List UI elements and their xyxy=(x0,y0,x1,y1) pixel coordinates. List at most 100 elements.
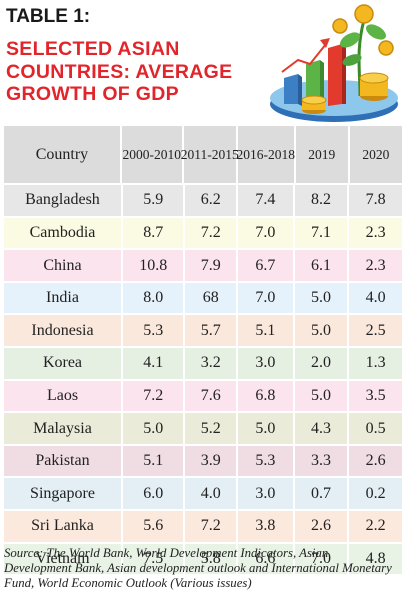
table-row: Singapore 6.0 4.0 3.0 0.7 0.2 xyxy=(4,478,402,509)
title-line: SELECTED ASIAN xyxy=(6,38,180,60)
value-cell: 6.0 xyxy=(123,478,186,509)
country-cell: Singapore xyxy=(4,478,123,509)
value-cell: 8.0 xyxy=(123,282,186,314)
gdp-growth-table: Country 2000- 2010 2011- 2015 2016- 2018 20… xyxy=(4,126,402,575)
value-cell: 4.1 xyxy=(123,348,186,379)
value-cell: 68 xyxy=(185,282,239,314)
value-cell: 7.2 xyxy=(123,380,186,412)
value-cell: 0.7 xyxy=(295,478,350,509)
value-cell: 5.7 xyxy=(185,315,239,346)
table-label: TABLE 1: xyxy=(6,6,91,27)
value-cell: 4.0 xyxy=(185,478,239,509)
value-cell: 5.0 xyxy=(123,413,186,444)
value-cell: 7.0 xyxy=(238,282,295,314)
value-cell: 2.0 xyxy=(295,348,350,379)
value-cell: 5.2 xyxy=(185,413,239,444)
table-row: Malaysia 5.0 5.2 5.0 4.3 0.5 xyxy=(4,413,402,444)
value-cell: 7.2 xyxy=(185,511,239,542)
title-line: COUNTRIES: AVERAGE xyxy=(6,60,233,83)
value-cell: 7.1 xyxy=(295,217,350,249)
value-cell: 5.3 xyxy=(238,445,295,477)
country-cell: Malaysia xyxy=(4,413,123,444)
value-cell: 4.8 xyxy=(365,549,386,567)
table-row: Vietnam 7.5 5.8 6.6 7.0 4.8 xyxy=(4,543,402,575)
table-row: Laos 7.2 7.6 6.8 5.0 3.5 xyxy=(4,380,402,412)
value-cell: 1.3 xyxy=(365,354,386,372)
value-cell: 6.7 xyxy=(238,250,295,281)
value-cell: 2.2 xyxy=(365,517,386,535)
value-cell: 3.0 xyxy=(238,478,295,509)
value-cell: 6.6 xyxy=(238,543,295,575)
growth-illustration xyxy=(270,4,398,122)
table-row: Sri Lanka 5.6 7.2 3.8 2.6 2.2 xyxy=(4,511,402,542)
value-cell: 3.5 xyxy=(365,386,386,404)
value-cell: 6.8 xyxy=(238,380,295,412)
value-cell: 5.3 xyxy=(123,315,186,346)
value-cell: 3.9 xyxy=(185,445,239,477)
value-cell: 7.5 xyxy=(123,543,186,575)
table-row: China 10.8 7.9 6.7 6.1 2.3 xyxy=(4,250,402,281)
value-cell: 5.8 xyxy=(185,543,239,575)
value-cell: 7.4 xyxy=(238,185,295,216)
country-cell: Korea xyxy=(4,348,123,379)
value-cell: 4.0 xyxy=(365,289,386,307)
title-line: GROWTH OF GDP xyxy=(6,83,179,105)
value-cell: 2.3 xyxy=(365,223,386,241)
column-header-2020: 2020 xyxy=(362,147,390,162)
value-cell: 5.0 xyxy=(295,315,350,346)
source-note: Source: The World Bank, World Developmen… xyxy=(4,546,392,590)
value-cell: 4.3 xyxy=(295,413,350,444)
country-cell: Bangladesh xyxy=(4,185,123,216)
value-cell: 5.1 xyxy=(123,445,186,477)
value-cell: 8.2 xyxy=(295,185,350,216)
money-plant-icon xyxy=(332,4,394,97)
country-cell: Indonesia xyxy=(4,315,123,346)
value-cell: 5.0 xyxy=(295,380,350,412)
country-cell: Cambodia xyxy=(4,217,123,249)
country-cell: India xyxy=(4,282,123,314)
value-cell: 0.5 xyxy=(365,419,386,437)
country-cell: China xyxy=(4,250,123,281)
value-cell: 2.6 xyxy=(295,511,350,542)
value-cell: 3.3 xyxy=(295,445,350,477)
value-cell: 7.0 xyxy=(238,217,295,249)
table-row: Korea 4.1 3.2 3.0 2.0 1.3 xyxy=(4,348,402,379)
country-cell: Laos xyxy=(4,380,123,412)
value-cell: 7.9 xyxy=(185,250,239,281)
country-cell: Pakistan xyxy=(4,445,123,477)
table-row: India 8.0 68 7.0 5.0 4.0 xyxy=(4,282,402,314)
value-cell: 7.2 xyxy=(185,217,239,249)
value-cell: 2.3 xyxy=(365,256,386,274)
value-cell: 7.8 xyxy=(365,191,386,209)
value-cell: 3.2 xyxy=(185,348,239,379)
value-cell: 2.6 xyxy=(365,452,386,470)
table-header-row: Country 2000- 2010 2011- 2015 2016- 2018 20… xyxy=(4,126,402,183)
column-header-2011-2015: 2011- 2015 xyxy=(181,126,239,183)
value-cell: 6.1 xyxy=(295,250,350,281)
value-cell: 7.0 xyxy=(295,543,350,575)
country-cell: Sri Lanka xyxy=(4,511,123,542)
table-body: Bangladesh 5.9 6.2 7.4 8.2 7.8 Cambodia 8.7 7.2 7… xyxy=(4,185,402,575)
table-row: Pakistan 5.1 3.9 5.3 3.3 2.6 xyxy=(4,445,402,477)
value-cell: 6.2 xyxy=(185,185,239,216)
value-cell: 3.8 xyxy=(238,511,295,542)
value-cell: 5.0 xyxy=(295,282,350,314)
table-row: Bangladesh 5.9 6.2 7.4 8.2 7.8 xyxy=(4,185,402,216)
table-row: Cambodia 8.7 7.2 7.0 7.1 2.3 xyxy=(4,217,402,249)
table-row: Indonesia 5.3 5.7 5.1 5.0 2.5 xyxy=(4,315,402,346)
value-cell: 5.1 xyxy=(238,315,295,346)
value-cell: 10.8 xyxy=(123,250,186,281)
chart-title: SELECTED ASIAN COUNTRIES: AVERAGE GROWTH… xyxy=(6,38,256,106)
value-cell: 0.2 xyxy=(365,484,386,502)
value-cell: 8.7 xyxy=(123,217,186,249)
value-cell: 7.6 xyxy=(185,380,239,412)
value-cell: 5.0 xyxy=(238,413,295,444)
value-cell: 5.9 xyxy=(123,185,186,216)
column-header-2019: 2019 xyxy=(296,126,350,183)
country-cell: Vietnam xyxy=(4,543,123,575)
value-cell: 5.6 xyxy=(123,511,186,542)
column-header-2016-2018: 2016- 2018 xyxy=(236,126,296,183)
column-header-2000-2010: 2000- 2010 xyxy=(122,126,184,183)
column-header-country: Country xyxy=(4,126,122,183)
value-cell: 2.5 xyxy=(365,321,386,339)
